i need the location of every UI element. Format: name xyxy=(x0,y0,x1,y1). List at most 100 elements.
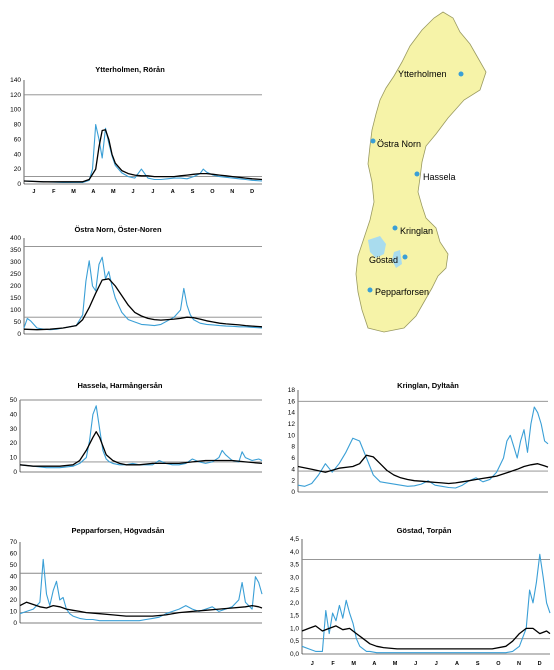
y-tick-label: 2,5 xyxy=(290,587,299,594)
chart-title: Hassela, Harmångersån xyxy=(77,381,162,390)
month-label: A xyxy=(91,222,95,224)
sweden-map: Ytterholmen Östra Norn Hassela Kringlan Göst… xyxy=(355,11,487,333)
y-tick-label: 0 xyxy=(13,620,17,627)
y-tick-label: 16 xyxy=(288,398,296,405)
month-label: J xyxy=(151,189,154,195)
y-tick-label: 2 xyxy=(291,478,295,485)
month-label: M xyxy=(351,661,356,667)
y-tick-label: 0 xyxy=(17,181,21,188)
y-tick-label: 1,0 xyxy=(290,625,299,632)
y-tick-label: 6 xyxy=(291,455,295,462)
lake-vanern xyxy=(368,236,386,258)
month-label: J xyxy=(32,189,35,195)
model-series-line xyxy=(23,278,263,331)
lake-vattern xyxy=(392,250,402,268)
month-label: J xyxy=(311,661,314,667)
month-label: M xyxy=(111,189,116,195)
month-label: N xyxy=(230,189,234,195)
measured-series-line xyxy=(297,406,549,489)
y-tick-label: 18 xyxy=(288,387,296,394)
place-label: Pepparforsen xyxy=(375,287,429,297)
month-label: A xyxy=(171,189,175,195)
y-tick-label: 150 xyxy=(10,295,21,302)
place-label: Göstad xyxy=(369,255,398,265)
y-tick-label: 3,0 xyxy=(290,574,299,581)
model-series-line xyxy=(297,454,549,485)
y-tick-label: 20 xyxy=(10,440,18,447)
month-label: F xyxy=(52,222,56,224)
month-label: A xyxy=(372,661,376,667)
y-tick-label: 300 xyxy=(10,259,21,266)
measured-series-line xyxy=(19,405,263,469)
y-tick-label: 4,5 xyxy=(290,536,299,543)
place-label: Hassela xyxy=(423,172,456,182)
y-tick-label: 30 xyxy=(10,585,18,592)
y-tick-label: 0 xyxy=(17,331,21,338)
place-marker xyxy=(367,287,373,293)
place-marker xyxy=(392,225,398,231)
y-tick-label: 40 xyxy=(10,574,18,581)
chart-title: Göstad, Torpån xyxy=(397,526,452,535)
month-label: J xyxy=(435,661,438,667)
month-label: J xyxy=(32,222,35,224)
measured-series-line xyxy=(301,553,551,654)
y-tick-label: 30 xyxy=(10,426,18,433)
y-tick-label: 70 xyxy=(10,539,18,546)
model-series-line xyxy=(19,601,263,617)
measured-series-line xyxy=(19,558,263,622)
place-label: Ytterholmen xyxy=(398,69,447,79)
y-tick-label: 100 xyxy=(10,107,21,114)
y-tick-label: 40 xyxy=(14,151,22,158)
y-tick-label: 0 xyxy=(291,489,295,496)
month-label: D xyxy=(250,222,254,224)
place-label: Kringlan xyxy=(400,226,433,236)
y-tick-label: 100 xyxy=(10,307,21,314)
y-tick-label: 8 xyxy=(291,444,295,451)
y-tick-label: 200 xyxy=(10,283,21,290)
month-label: A xyxy=(171,222,175,224)
month-label: J xyxy=(132,189,135,195)
model-series-line xyxy=(19,431,263,467)
y-tick-label: 10 xyxy=(10,455,18,462)
y-tick-label: 80 xyxy=(14,122,22,129)
measured-series-line xyxy=(23,256,263,331)
chart-title: Kringlan, Dyltaån xyxy=(397,381,459,390)
model-series-line xyxy=(23,129,263,183)
y-tick-label: 40 xyxy=(10,411,18,418)
y-tick-label: 50 xyxy=(10,397,18,404)
month-label: M xyxy=(393,661,398,667)
y-tick-label: 120 xyxy=(10,92,21,99)
month-label: D xyxy=(538,661,542,667)
y-tick-label: 4,0 xyxy=(290,549,299,556)
y-tick-label: 14 xyxy=(288,410,296,417)
chart-ytterholmen: Ytterholmen, Rörån 0 20 40 60 80 100 120 140 J F M A… xyxy=(10,65,263,195)
month-label: J xyxy=(414,661,417,667)
month-label: A xyxy=(455,661,459,667)
month-label: O xyxy=(496,661,501,667)
month-label: J xyxy=(132,222,135,224)
place-marker xyxy=(458,71,464,77)
chart-title: Östra Norn, Öster-Noren xyxy=(74,225,162,234)
y-tick-label: 3,5 xyxy=(290,562,299,569)
month-label: S xyxy=(476,661,480,667)
chart-pepparforsen: Pepparforsen, Högvadsån 0 10 20 30 40 50 60 70 xyxy=(10,526,263,627)
y-tick-label: 50 xyxy=(10,562,18,569)
place-marker xyxy=(402,254,408,260)
y-tick-label: 1,5 xyxy=(290,613,299,620)
month-label: O xyxy=(210,189,215,195)
month-label: S xyxy=(191,189,195,195)
chart-hassela: Hassela, Harmångersån 0 10 20 30 40 50 xyxy=(10,381,263,476)
month-label: F xyxy=(52,189,56,195)
y-tick-label: 0,5 xyxy=(290,638,299,645)
model-series-line xyxy=(301,625,551,650)
y-tick-label: 4 xyxy=(291,466,295,473)
y-tick-label: 400 xyxy=(10,235,21,242)
measured-series-line xyxy=(23,124,263,184)
y-tick-label: 250 xyxy=(10,271,21,278)
chart-kringlan: Kringlan, Dyltaån 0 2 4 6 8 10 12 14 16 18 xyxy=(288,381,549,496)
month-label: M xyxy=(111,222,116,224)
y-tick-label: 140 xyxy=(10,77,21,84)
y-tick-label: 60 xyxy=(10,551,18,558)
month-label: F xyxy=(331,661,335,667)
y-tick-label: 50 xyxy=(14,319,22,326)
